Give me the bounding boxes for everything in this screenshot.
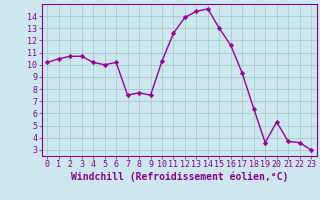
X-axis label: Windchill (Refroidissement éolien,°C): Windchill (Refroidissement éolien,°C) (70, 172, 288, 182)
